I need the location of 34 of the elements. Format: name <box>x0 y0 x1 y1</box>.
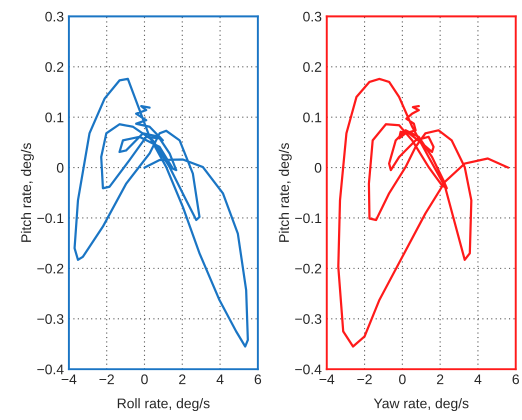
x-tick-label: 6 <box>254 374 262 384</box>
y-tick-label: 0.1 <box>45 112 64 122</box>
y-axis-title: Pitch rate, deg/s <box>20 143 34 242</box>
y-tick-label: −0.1 <box>37 213 64 224</box>
x-tick-label: 4 <box>474 374 482 384</box>
y-tick-label: 0 <box>56 162 64 173</box>
x-tick-label: 2 <box>436 374 444 384</box>
y-tick-label: −0.2 <box>37 264 64 274</box>
line-series <box>73 78 249 348</box>
y-tick-label: −0.2 <box>295 264 322 274</box>
y-tick-label: 0.2 <box>45 62 64 72</box>
x-tick-label: 0 <box>141 374 148 384</box>
x-tick-label: −4 <box>62 374 76 384</box>
y-tick-label: −0.4 <box>295 364 322 374</box>
x-tick-label: 6 <box>512 374 519 384</box>
y-tick-label: −0.1 <box>295 213 322 224</box>
y-axis-title: Pitch rate, deg/s <box>278 143 292 242</box>
x-axis-title: Roll rate, deg/s <box>118 398 210 412</box>
y-tick-label: −0.3 <box>295 314 322 324</box>
y-tick-label: −0.4 <box>37 364 64 374</box>
x-tick-label: −4 <box>320 374 334 384</box>
y-tick-label: 0.3 <box>45 12 64 22</box>
y-tick-label: −0.3 <box>37 314 64 324</box>
y-tick-label: 0 <box>314 162 322 173</box>
line-series <box>337 78 510 348</box>
y-tick-label: 0.2 <box>303 62 322 72</box>
x-tick-label: −2 <box>357 374 372 384</box>
x-tick-label: 0 <box>399 374 406 384</box>
x-tick-label: 4 <box>216 374 224 384</box>
y-tick-label: 0.3 <box>303 12 322 22</box>
y-tick-label: 0.1 <box>303 112 322 122</box>
x-axis-title: Yaw rate, deg/s <box>374 398 468 412</box>
x-tick-label: 2 <box>179 374 186 384</box>
x-tick-label: −2 <box>99 374 114 384</box>
